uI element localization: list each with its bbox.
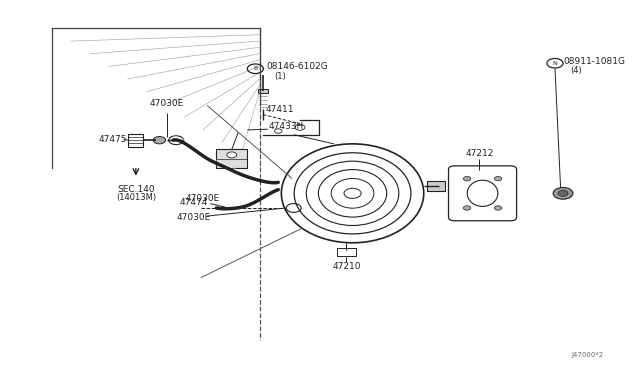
Text: SEC.140: SEC.140 xyxy=(117,185,155,194)
Text: 47433H: 47433H xyxy=(269,122,304,131)
Text: 47030E: 47030E xyxy=(186,194,220,203)
Text: 47212: 47212 xyxy=(465,148,493,157)
Circle shape xyxy=(463,206,471,210)
Text: (14013M): (14013M) xyxy=(116,193,156,202)
Text: 08146-6102G: 08146-6102G xyxy=(266,62,328,71)
Text: 47030E: 47030E xyxy=(176,213,211,222)
Text: 47210: 47210 xyxy=(332,262,360,271)
Text: B: B xyxy=(253,66,257,71)
FancyBboxPatch shape xyxy=(427,180,445,192)
Circle shape xyxy=(553,187,573,199)
Circle shape xyxy=(494,206,502,210)
Text: 08911-1081G: 08911-1081G xyxy=(564,57,626,66)
Text: (1): (1) xyxy=(274,72,285,81)
Circle shape xyxy=(153,137,166,144)
FancyBboxPatch shape xyxy=(216,149,247,168)
Text: 47475: 47475 xyxy=(99,135,127,144)
FancyBboxPatch shape xyxy=(258,89,268,93)
Text: N: N xyxy=(552,61,557,66)
Text: J47000*2: J47000*2 xyxy=(571,352,604,357)
Circle shape xyxy=(227,152,237,158)
FancyBboxPatch shape xyxy=(449,166,516,221)
FancyBboxPatch shape xyxy=(129,134,143,147)
Circle shape xyxy=(558,190,568,196)
Text: 47411: 47411 xyxy=(266,105,294,113)
Circle shape xyxy=(344,188,361,198)
Text: 47474: 47474 xyxy=(179,198,207,207)
Circle shape xyxy=(494,176,502,181)
FancyBboxPatch shape xyxy=(337,248,356,256)
Text: 47030E: 47030E xyxy=(150,99,184,108)
Circle shape xyxy=(463,176,471,181)
Text: (4): (4) xyxy=(570,66,582,75)
